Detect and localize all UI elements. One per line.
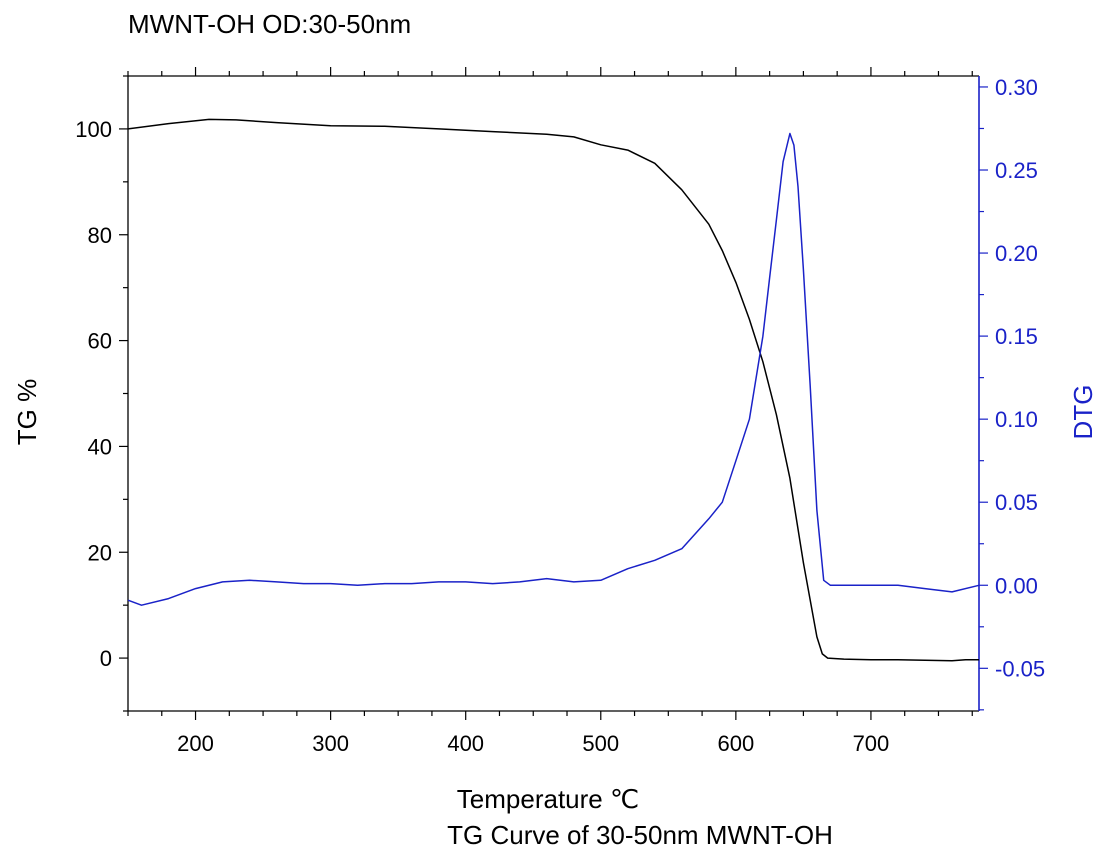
- tg-series-line: [127, 118, 979, 662]
- y-left-axis-label: TG %: [12, 379, 42, 445]
- y-left-tick-label: 60: [88, 329, 112, 354]
- y-left-tick-label: 0: [100, 646, 112, 671]
- y-right-axis-label: DTG: [1068, 385, 1098, 440]
- y-right-tick-label: 0.25: [995, 158, 1038, 183]
- y-right-tick-label: 0.05: [995, 490, 1038, 515]
- x-tick-label: 400: [447, 731, 484, 756]
- x-tick-label: 500: [582, 731, 619, 756]
- x-axis-label: Temperature ℃: [457, 784, 639, 814]
- y-right-tick-label: 0.00: [995, 573, 1038, 598]
- series-lines: [127, 118, 980, 662]
- chart-caption: TG Curve of 30-50nm MWNT-OH: [447, 820, 833, 850]
- dtg-series-line: [127, 132, 980, 606]
- chart-title: MWNT-OH OD:30-50nm: [128, 9, 411, 39]
- y-right-tick-label: -0.05: [995, 656, 1045, 681]
- y-left-tick-label: 20: [88, 540, 112, 565]
- y-right-tick-label: 0.15: [995, 324, 1038, 349]
- x-tick-label: 700: [853, 731, 890, 756]
- x-tick-label: 200: [177, 731, 214, 756]
- y-left-tick-label: 100: [75, 117, 112, 142]
- y-right-tick-label: 0.10: [995, 407, 1038, 432]
- tick-marks: [119, 67, 988, 720]
- x-tick-label: 300: [312, 731, 349, 756]
- x-tick-label: 600: [717, 731, 754, 756]
- y-right-tick-label: 0.20: [995, 241, 1038, 266]
- tick-labels: 200 300 400 500 600 700 0 20 40 60 80 100 -0.05 0.00 0…: [75, 75, 1045, 756]
- plot-axes: [127, 75, 980, 712]
- y-right-tick-label: 0.30: [995, 75, 1038, 100]
- y-left-tick-label: 40: [88, 434, 112, 459]
- y-left-tick-label: 80: [88, 223, 112, 248]
